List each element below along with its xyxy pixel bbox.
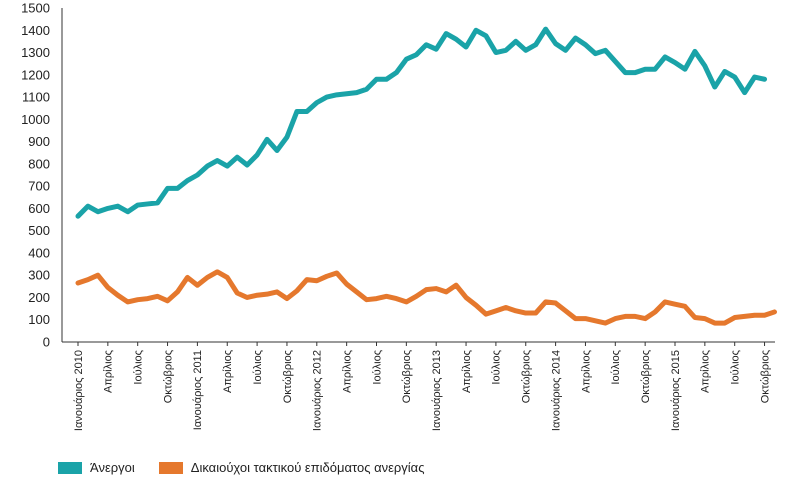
x-tick-label: Οκτώβριος	[401, 350, 413, 403]
legend-item-unemployed: Άνεργοι	[58, 460, 135, 475]
x-tick-label: Ιανουάριος 2011	[192, 350, 204, 430]
y-tick-label: 0	[43, 335, 50, 350]
legend-swatch-benefit-recipients	[158, 461, 183, 474]
y-tick-label: 500	[28, 223, 50, 238]
series-line-unemployed	[75, 26, 768, 219]
x-axis: Ιανουάριος 2010 Απρίλιος Ιούλιος Οκτώβριος Ι…	[62, 341, 775, 431]
x-tick-label: Οκτώβριος	[759, 350, 771, 403]
x-tick-label: Ιανουάριος 2010	[73, 350, 85, 431]
y-tick-label: 200	[28, 290, 50, 305]
y-tick-label: 900	[28, 134, 50, 149]
x-tick-label: Απρίλιος	[700, 350, 712, 393]
legend-label-benefit-recipients: Δικαιούχοι τακτικού επιδόματος ανεργίας	[190, 460, 425, 475]
x-tick-label: Ιούλιος	[491, 350, 503, 385]
x-tick-label: Ιανουάριος 2013	[431, 350, 443, 431]
y-tick-label: 1500	[21, 1, 50, 16]
x-tick-label: Ιανουάριος 2012	[312, 350, 324, 431]
y-tick-label: 800	[28, 156, 50, 171]
series-line-benefit-recipients	[75, 269, 777, 326]
y-tick-label: 1200	[21, 67, 50, 82]
legend: Άνεργοι Δικαιούχοι τακτικού επιδόματος α…	[58, 460, 448, 475]
x-tick-label: Ιανουάριος 2014	[550, 350, 562, 431]
y-tick-label: 1400	[21, 23, 50, 38]
series-layer	[75, 26, 777, 326]
x-tick-label: Ιούλιος	[133, 350, 145, 385]
x-tick-label: Απρίλιος	[342, 350, 354, 393]
y-tick-label: 100	[28, 312, 50, 327]
y-tick-label: 300	[28, 268, 50, 283]
x-tick-label: Ιανουάριος 2015	[670, 350, 682, 431]
y-tick-label: 1300	[21, 45, 50, 60]
y-tick-label: 600	[28, 201, 50, 216]
x-tick-label: Ιούλιος	[730, 350, 742, 385]
x-tick-label: Οκτώβριος	[282, 350, 294, 403]
y-axis: 0 100 200 300 400 500 600 700 800 900 1000 1100 1200…	[21, 1, 63, 350]
x-tick-label: Οκτώβριος	[521, 350, 533, 403]
x-tick-label: Ιούλιος	[252, 350, 264, 385]
x-tick-label: Απρίλιος	[461, 350, 473, 393]
legend-item-benefit-recipients: Δικαιούχοι τακτικού επιδόματος ανεργίας	[158, 460, 425, 475]
x-tick-label: Οκτώβριος	[162, 350, 174, 403]
x-tick-label: Ιούλιος	[610, 350, 622, 385]
legend-label-unemployed: Άνεργοι	[90, 460, 135, 475]
legend-swatch-unemployed	[58, 461, 82, 474]
x-tick-label: Οκτώβριος	[640, 350, 652, 403]
y-tick-label: 1100	[22, 90, 50, 105]
y-tick-label: 400	[28, 245, 50, 260]
x-tick-label: Απρίλιος	[580, 350, 592, 393]
x-tick-label: Απρίλιος	[103, 350, 115, 393]
x-tick-label: Απρίλιος	[222, 350, 234, 393]
x-tick-label: Ιούλιος	[371, 350, 383, 385]
y-tick-label: 700	[28, 179, 50, 194]
y-tick-label: 1000	[21, 112, 50, 127]
